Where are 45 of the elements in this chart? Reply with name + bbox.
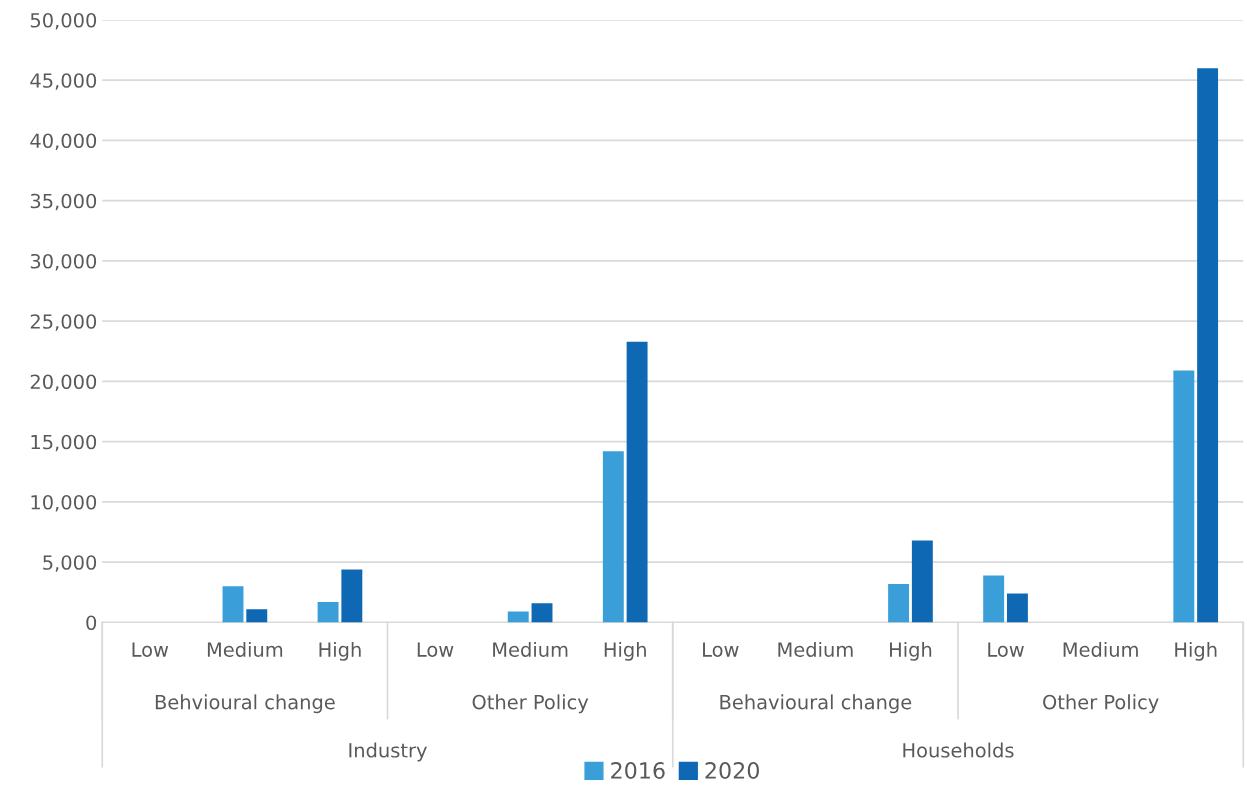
x-tick-label: Low: [132, 642, 169, 657]
bar: [341, 569, 363, 623]
legend-label: 2016: [611, 762, 665, 779]
y-tick-label: 5,000: [43, 555, 97, 572]
text: Behavioural change: [720, 694, 912, 714]
x-tick-label: Medium: [493, 641, 568, 657]
bar: [911, 540, 933, 623]
x-tick-label: High: [319, 641, 361, 661]
y-tick-label: 50,000: [30, 12, 97, 30]
bar: [222, 586, 244, 623]
y-tick-label: 35,000: [30, 193, 97, 211]
y-tick-label: 20,000: [30, 374, 97, 392]
y-tick-label: 15,000: [31, 434, 97, 452]
y-tick-label: 45,000: [30, 73, 97, 90]
x-tick-label: Low: [703, 642, 739, 657]
x-tick-label: Medium: [778, 641, 853, 657]
text: Behvioural change: [155, 694, 335, 714]
x-tick-label: Medium: [207, 641, 283, 657]
x-tick-label: High: [890, 641, 932, 661]
bar: [626, 341, 648, 623]
text: Other Policy: [472, 694, 589, 714]
bar: [602, 451, 624, 623]
bar: [1197, 68, 1219, 623]
y-tick-label: 10,000: [31, 494, 97, 512]
bar: [317, 601, 339, 623]
x-tick-label: Low: [417, 642, 454, 657]
text: Households: [903, 742, 1014, 758]
bar: [246, 609, 268, 623]
y-tick-label: 0: [86, 615, 97, 631]
x-tick-label: High: [1175, 641, 1217, 661]
y-tick-label: 25,000: [30, 314, 97, 331]
text: Other Policy: [1043, 694, 1159, 714]
x-tick-label: High: [604, 641, 646, 661]
bar: [1006, 593, 1028, 623]
bar: [1173, 370, 1195, 623]
bar: [888, 583, 910, 623]
x-tick-label: Medium: [1063, 641, 1138, 657]
legend-label: 2020: [705, 762, 759, 779]
x-tick-label: Low: [988, 642, 1024, 657]
bar: [983, 575, 1005, 623]
bar: [531, 603, 553, 623]
y-tick-label: 40,000: [30, 133, 97, 151]
bar: [507, 611, 529, 623]
text: Industry: [349, 742, 427, 762]
y-tick-label: 30,000: [30, 253, 97, 271]
